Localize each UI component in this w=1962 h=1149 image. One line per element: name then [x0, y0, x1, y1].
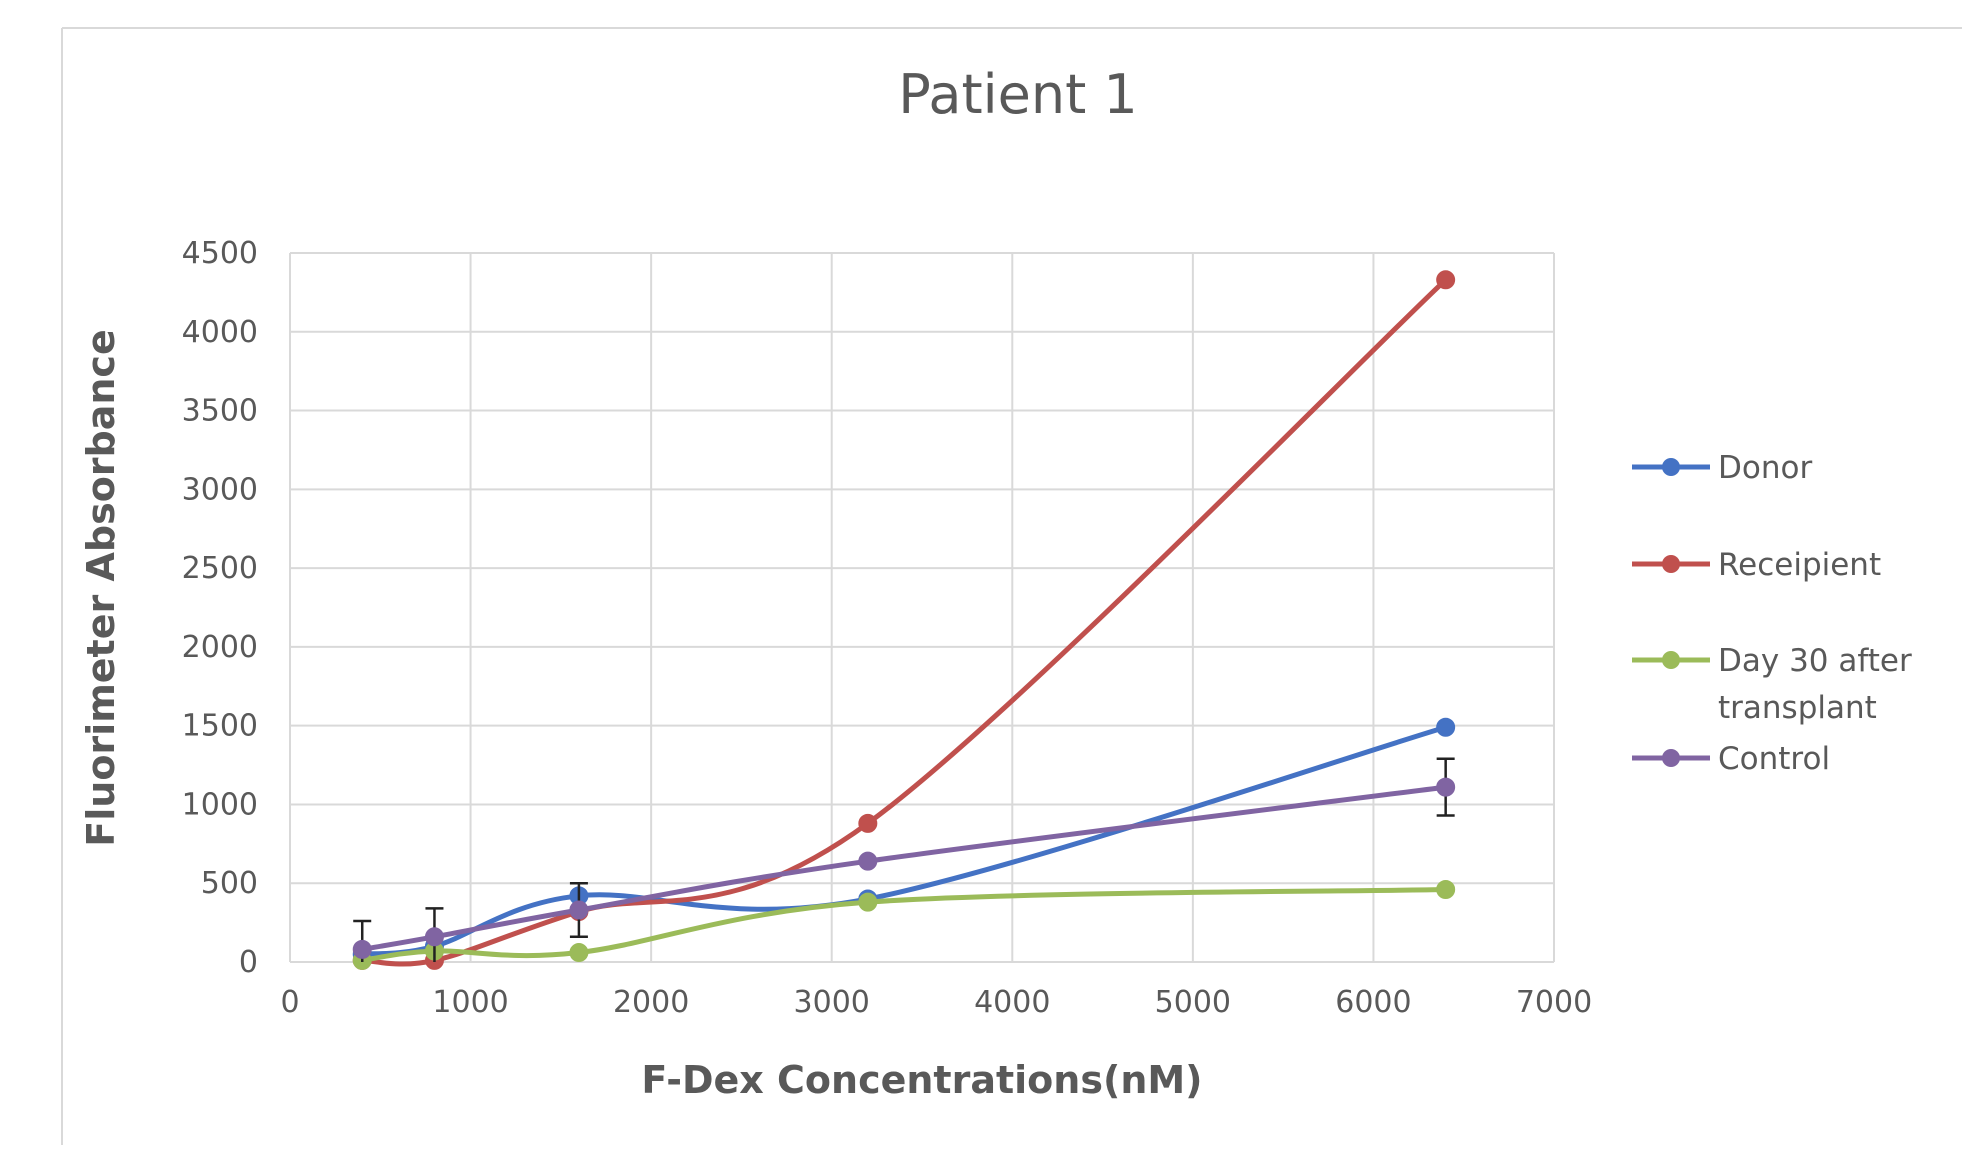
x-tick-label: 5000 [1155, 985, 1231, 1020]
data-point [1436, 270, 1456, 290]
legend-swatch-marker [1662, 651, 1680, 669]
y-tick-label: 1000 [182, 787, 258, 822]
y-tick-label: 4500 [182, 236, 258, 271]
data-point [1436, 777, 1456, 797]
x-tick-label: 6000 [1335, 985, 1411, 1020]
legend-label: Day 30 after [1718, 643, 1912, 679]
y-tick-label: 2500 [182, 551, 258, 586]
data-point [858, 892, 878, 912]
y-axis-title: Fluorimeter Absorbance [79, 329, 123, 846]
series-donor [352, 717, 1456, 964]
y-tick-label: 500 [201, 866, 258, 901]
chart-title: Patient 1 [898, 63, 1138, 126]
data-point [424, 927, 444, 947]
legend-swatch-marker [1662, 458, 1680, 476]
series-control [352, 757, 1456, 962]
data-point [569, 943, 589, 963]
series-line [359, 277, 1449, 967]
data-point [858, 813, 878, 833]
y-tick-label: 2000 [182, 630, 258, 665]
data-point [858, 851, 878, 871]
x-tick-label: 1000 [432, 985, 508, 1020]
legend-item: Donor [1632, 450, 1812, 486]
x-tick-label: 0 [280, 985, 299, 1020]
legend-swatch-marker [1662, 749, 1680, 767]
data-point [569, 900, 589, 920]
y-tick-label: 0 [239, 945, 258, 980]
legend-item: Control [1632, 741, 1830, 777]
legend-item: Receipient [1632, 547, 1881, 583]
legend: Donor Receipient Day 30 after transplant Con… [1632, 450, 1912, 777]
legend-label: Receipient [1718, 547, 1881, 583]
series [352, 270, 1456, 970]
data-point [1436, 717, 1456, 737]
y-tick-label: 3000 [182, 472, 258, 507]
y-tick-label: 4000 [182, 315, 258, 350]
x-tick-label: 2000 [613, 985, 689, 1020]
series-day-30-after-transplant [352, 880, 1456, 970]
tick-labels: 0 1000 2000 3000 4000 5000 6000 7000 0 500 1000 150… [182, 236, 1593, 1020]
x-tick-label: 7000 [1516, 985, 1592, 1020]
grid [289, 252, 1555, 963]
data-point [1436, 880, 1456, 900]
legend-label: transplant [1718, 690, 1877, 726]
legend-label: Donor [1718, 450, 1812, 486]
y-tick-label: 1500 [182, 709, 258, 744]
series-receipient [352, 270, 1456, 970]
x-axis-title: F-Dex Concentrations(nM) [641, 1058, 1202, 1102]
series-line [359, 784, 1449, 952]
x-tick-label: 3000 [794, 985, 870, 1020]
legend-label: Control [1718, 741, 1830, 777]
y-tick-label: 3500 [182, 394, 258, 429]
data-point [352, 939, 372, 959]
legend-swatch-marker [1662, 555, 1680, 573]
x-tick-label: 4000 [974, 985, 1050, 1020]
series-line [359, 887, 1449, 963]
legend-item: Day 30 after transplant [1632, 643, 1912, 726]
